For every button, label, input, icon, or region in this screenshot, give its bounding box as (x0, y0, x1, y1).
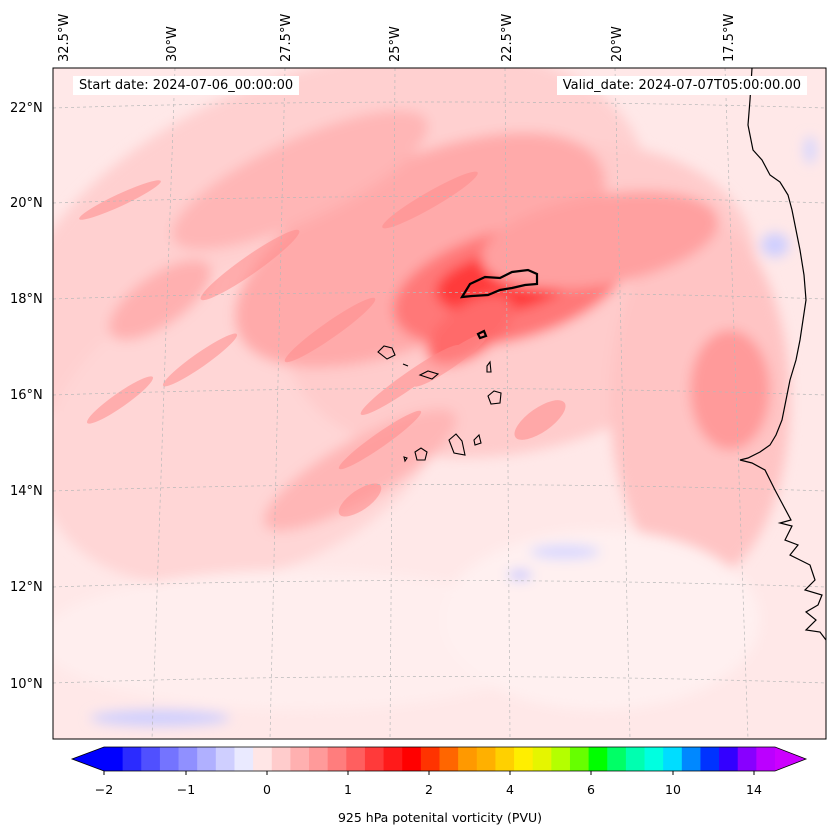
lon-label-27-5w: 27.5°W (279, 14, 294, 62)
african-coastline (739, 68, 826, 641)
lat-label-14n: 14°N (10, 484, 43, 499)
cape-verde-islands (377, 345, 502, 463)
colorbar (70, 746, 808, 775)
lon-label-25w: 25°W (388, 26, 403, 62)
lat-label-10n: 10°N (10, 677, 43, 692)
colorbar-tick-label: 2 (425, 782, 433, 797)
colorbar-segment (159, 747, 179, 771)
lon-label-17-5w: 17.5°W (722, 14, 737, 62)
colorbar-segment (234, 747, 254, 771)
map-panel (53, 68, 826, 739)
colorbar-segment (383, 747, 403, 771)
lon-label-22-5w: 22.5°W (500, 14, 515, 62)
colorbar-segment (663, 747, 683, 771)
colorbar-segment (719, 747, 739, 771)
colorbar-segment (569, 747, 590, 771)
colorbar-segment (439, 747, 459, 771)
colorbar-segment (588, 747, 608, 771)
gridlines (53, 68, 826, 739)
colorbar-segment (458, 747, 478, 771)
lat-label-18n: 18°N (10, 292, 43, 307)
colorbar-tick-label: 1 (344, 782, 352, 797)
colorbar-segment (197, 747, 217, 771)
lat-label-16n: 16°N (10, 388, 43, 403)
colorbar-title: 925 hPa potenital vorticity (PVU) (338, 810, 542, 825)
lat-label-20n: 20°N (10, 196, 43, 211)
start-date-label: Start date: 2024-07-06_00:00:00 (73, 76, 300, 95)
colorbar-segment (737, 747, 757, 771)
colorbar-segment (681, 747, 701, 771)
colorbar-over-triangle (775, 747, 806, 771)
colorbar-segment (756, 747, 776, 771)
lon-label-20w: 20°W (610, 26, 625, 62)
colorbar-under-triangle (72, 747, 104, 771)
colorbar-segment (514, 747, 534, 771)
colorbar-segment (700, 747, 720, 771)
lon-label-32-5w: 32.5°W (57, 14, 72, 62)
colorbar-tick-label: 10 (665, 782, 681, 797)
colorbar-tick-label: 14 (746, 782, 762, 797)
colorbar-segment (476, 747, 496, 771)
colorbar-tick-label: −2 (95, 782, 113, 797)
colorbar-tick-label: −1 (177, 782, 195, 797)
latitude-labels: 22°N 20°N 18°N 16°N 14°N 12°N 10°N (10, 101, 43, 692)
colorbar-ticks: −2 −1 0 1 2 4 6 10 14 (95, 782, 762, 797)
colorbar-tick-label: 0 (263, 782, 271, 797)
colorbar-segment (364, 747, 384, 771)
colorbar-segment (327, 747, 347, 771)
colorbar-segment (253, 747, 273, 771)
lat-label-12n: 12°N (10, 580, 43, 595)
colorbar-segment (178, 747, 198, 771)
colorbar-segment (402, 747, 422, 771)
lon-label-30w: 30°W (165, 26, 180, 62)
colorbar-segment (607, 747, 627, 771)
colorbar-segment (420, 747, 440, 771)
colorbar-segment (495, 747, 515, 771)
lat-label-22n: 22°N (10, 101, 43, 116)
colorbar-tick-label: 6 (587, 782, 595, 797)
colorbar-segment (215, 747, 235, 771)
colorbar-segment (346, 747, 366, 771)
longitude-labels: 32.5°W 30°W 27.5°W 25°W 22.5°W 20°W 17.5… (57, 14, 737, 62)
colorbar-segment (309, 747, 329, 771)
colorbar-segment (551, 747, 571, 771)
colorbar-segment (122, 747, 142, 771)
colorbar-segment (644, 747, 664, 771)
valid-date-label: Valid_date: 2024-07-07T05:00:00.00 (556, 76, 807, 95)
colorbar-segment (141, 747, 161, 771)
colorbar-segment (532, 747, 552, 771)
pv-field (53, 68, 816, 726)
pv-contour (459, 268, 539, 340)
pv-streaks (79, 171, 566, 517)
map-frame (52, 67, 827, 740)
colorbar-segment (104, 747, 124, 771)
colorbar-segment (625, 747, 645, 771)
colorbar-segment (271, 747, 291, 771)
colorbar-segment (290, 747, 310, 771)
colorbar-tick-label: 4 (506, 782, 514, 797)
